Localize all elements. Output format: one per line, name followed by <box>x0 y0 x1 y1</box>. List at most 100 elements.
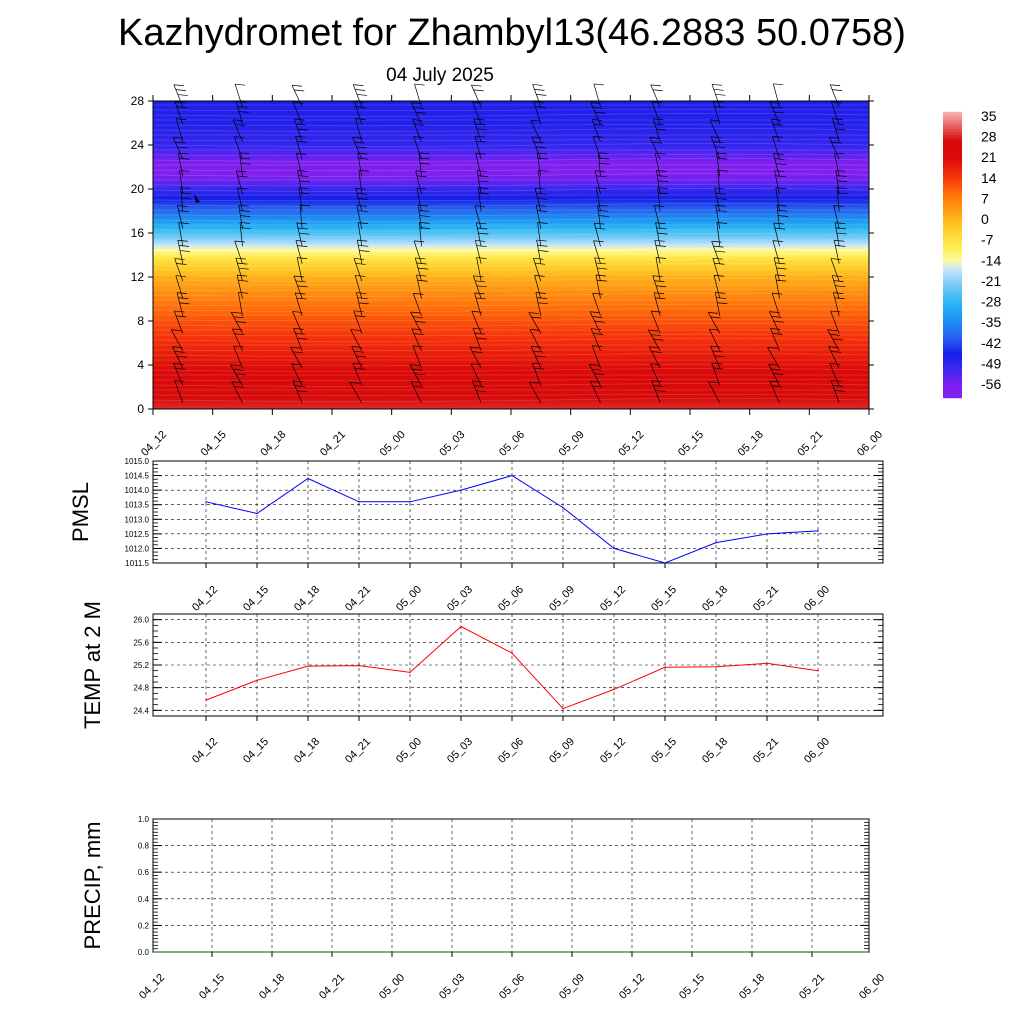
wind-barb <box>230 364 246 386</box>
barb-shaft <box>773 222 780 247</box>
contour-line <box>152 368 870 372</box>
barb-shaft <box>177 240 184 264</box>
wind-barb <box>649 137 663 160</box>
barb-shaft <box>292 380 303 404</box>
contour-line <box>152 168 870 172</box>
barb-flag <box>537 198 548 200</box>
field-band <box>153 199 869 203</box>
barb-shaft <box>355 188 363 212</box>
barb-flag <box>832 338 843 341</box>
barb-shaft <box>708 329 721 351</box>
barb-flag <box>356 146 367 149</box>
field-band <box>153 190 869 194</box>
barb-flag <box>650 363 661 366</box>
barb-flag <box>420 162 431 165</box>
barb-flag <box>597 267 608 270</box>
colorbar-swatch <box>943 380 962 384</box>
barb-flag <box>237 274 248 277</box>
barb-flag <box>830 84 841 87</box>
barb-shaft <box>173 84 184 108</box>
contour-line <box>152 293 870 297</box>
barb-shaft <box>232 119 243 142</box>
field-band <box>153 322 869 326</box>
barb-flag <box>476 337 487 340</box>
wind-barb <box>290 346 304 369</box>
x-tick-label: 04_21 <box>343 736 373 766</box>
field-band <box>153 309 869 313</box>
barb-flag <box>296 297 307 300</box>
barb-shaft <box>299 204 303 229</box>
barb-flag <box>657 175 668 177</box>
wind-barb <box>172 136 188 160</box>
precip-data-point <box>689 951 691 953</box>
colorbar-swatch <box>943 249 962 253</box>
barb-shaft <box>418 152 422 177</box>
x-tick-label: 05_00 <box>394 584 424 614</box>
barb-shaft <box>528 381 542 404</box>
barb-flag <box>593 333 604 335</box>
field-band <box>153 122 869 126</box>
barb-flag <box>475 152 486 155</box>
temp-data-point <box>562 707 564 710</box>
barb-shaft <box>236 275 243 299</box>
colorbar-swatch <box>943 229 962 233</box>
barb-shaft <box>414 83 422 108</box>
barb-shaft <box>770 328 780 351</box>
temp-data-point <box>511 652 513 654</box>
contour-line <box>152 198 870 202</box>
contour-line <box>152 308 870 312</box>
barb-flag <box>775 274 786 277</box>
barb-shaft <box>775 187 780 212</box>
wind-barb <box>173 84 188 108</box>
field-band <box>153 375 869 379</box>
barb-shaft <box>773 257 780 282</box>
x-tick-label: 05_15 <box>649 584 679 614</box>
x-tick-label: 06_00 <box>802 736 832 766</box>
field-band <box>153 102 869 106</box>
barb-shaft <box>174 258 184 282</box>
colorbar-swatch <box>943 226 962 230</box>
wind-barb <box>237 187 248 212</box>
y-tick-label: 25.2 <box>133 661 149 670</box>
barb-flag <box>651 351 662 353</box>
barb-shaft <box>296 222 303 247</box>
field-band <box>153 168 869 172</box>
barb-flag <box>830 334 841 336</box>
x-tick-label: 05_06 <box>497 429 527 459</box>
barb-shaft <box>353 258 363 282</box>
contour-line <box>152 228 870 232</box>
barb-flag <box>297 170 308 172</box>
x-tick-label: 04_12 <box>190 736 220 766</box>
barb-shaft <box>171 346 184 369</box>
field-band <box>153 237 869 240</box>
barb-flag <box>295 332 306 335</box>
colorbar-swatch <box>943 260 962 264</box>
barb-flag <box>240 215 251 217</box>
barb-shaft <box>356 240 363 264</box>
barb-shaft <box>230 311 243 334</box>
barb-shaft <box>716 222 721 247</box>
barb-flag <box>355 89 366 91</box>
pmsl-data-point <box>562 506 564 509</box>
barb-flag <box>651 101 662 104</box>
colorbar-swatch <box>943 352 962 356</box>
field-band <box>153 188 869 192</box>
barb-flag <box>413 293 424 295</box>
x-tick-label: 05_15 <box>649 736 679 766</box>
barb-shaft <box>597 205 601 229</box>
barb-shaft <box>174 380 184 404</box>
wind-barb <box>590 102 606 125</box>
wind-barb <box>650 84 663 108</box>
barb-shaft <box>417 205 422 229</box>
barb-flag <box>478 180 489 183</box>
barb-flag <box>710 119 721 122</box>
wind-barb <box>293 328 308 351</box>
barb-flag <box>776 279 787 282</box>
barb-shaft <box>473 275 482 299</box>
barb-flag <box>711 362 722 365</box>
barb-flag <box>414 373 426 376</box>
barb-flag <box>233 316 244 319</box>
barb-flag <box>233 345 244 348</box>
barb-shaft <box>413 240 422 264</box>
barb-flag <box>412 119 423 121</box>
